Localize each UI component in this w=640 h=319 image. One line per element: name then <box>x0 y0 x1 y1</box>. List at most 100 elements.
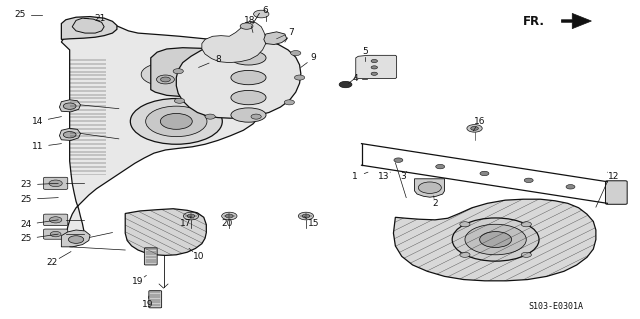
Circle shape <box>202 56 211 60</box>
Text: 25: 25 <box>20 234 32 243</box>
Circle shape <box>521 222 531 227</box>
FancyBboxPatch shape <box>44 214 68 226</box>
Circle shape <box>49 217 62 223</box>
Ellipse shape <box>231 90 266 105</box>
Circle shape <box>221 212 237 220</box>
Circle shape <box>173 69 183 74</box>
Circle shape <box>194 94 204 98</box>
Circle shape <box>294 75 305 80</box>
Circle shape <box>225 214 233 218</box>
Polygon shape <box>202 21 266 63</box>
Polygon shape <box>60 128 81 140</box>
Text: 20: 20 <box>221 219 233 227</box>
Text: 25: 25 <box>20 195 32 204</box>
Circle shape <box>371 66 378 69</box>
Circle shape <box>190 92 207 100</box>
Circle shape <box>260 39 271 44</box>
Circle shape <box>467 124 482 132</box>
Circle shape <box>465 224 526 255</box>
Circle shape <box>157 75 174 84</box>
Text: 4: 4 <box>352 74 358 83</box>
Polygon shape <box>176 39 301 118</box>
Text: 21: 21 <box>94 14 106 23</box>
Circle shape <box>205 114 215 119</box>
Circle shape <box>452 218 539 261</box>
Text: 19: 19 <box>132 277 144 286</box>
FancyBboxPatch shape <box>44 229 68 239</box>
Text: 25: 25 <box>14 11 26 19</box>
Text: 18: 18 <box>244 16 255 25</box>
Polygon shape <box>61 17 117 40</box>
Polygon shape <box>561 13 591 29</box>
Polygon shape <box>394 199 596 281</box>
Polygon shape <box>60 100 81 112</box>
Circle shape <box>371 59 378 63</box>
Circle shape <box>284 100 294 105</box>
Text: 16: 16 <box>474 117 485 126</box>
Circle shape <box>419 182 442 193</box>
FancyBboxPatch shape <box>605 181 627 204</box>
Circle shape <box>230 72 246 80</box>
Text: 15: 15 <box>308 219 319 227</box>
Text: 13: 13 <box>378 173 390 182</box>
Text: FR.: FR. <box>523 15 545 27</box>
Polygon shape <box>264 32 287 45</box>
Circle shape <box>141 63 186 85</box>
Text: 1: 1 <box>352 173 358 182</box>
Circle shape <box>436 164 445 169</box>
Circle shape <box>460 222 470 227</box>
Circle shape <box>49 180 62 187</box>
Circle shape <box>174 98 184 103</box>
Ellipse shape <box>231 108 266 122</box>
Text: 19: 19 <box>142 300 154 308</box>
Circle shape <box>240 23 253 29</box>
Ellipse shape <box>231 51 266 65</box>
Text: 14: 14 <box>32 117 44 126</box>
Text: 3: 3 <box>400 173 406 182</box>
Text: 24: 24 <box>20 220 32 229</box>
Circle shape <box>50 232 61 237</box>
Text: 12: 12 <box>608 173 620 182</box>
Circle shape <box>566 185 575 189</box>
Circle shape <box>480 171 489 176</box>
Polygon shape <box>356 55 397 78</box>
Text: 11: 11 <box>32 142 44 151</box>
Circle shape <box>460 252 470 257</box>
Circle shape <box>152 69 175 80</box>
Circle shape <box>339 81 352 88</box>
Polygon shape <box>61 21 261 246</box>
Polygon shape <box>72 18 104 33</box>
Circle shape <box>63 103 76 109</box>
Circle shape <box>234 74 243 78</box>
Ellipse shape <box>231 70 266 85</box>
Text: 5: 5 <box>362 47 367 56</box>
Circle shape <box>521 252 531 257</box>
Polygon shape <box>125 209 206 256</box>
Text: 17: 17 <box>180 219 191 227</box>
Polygon shape <box>61 230 90 247</box>
Circle shape <box>298 212 314 220</box>
Circle shape <box>187 214 195 218</box>
FancyBboxPatch shape <box>149 291 162 308</box>
Circle shape <box>479 232 511 248</box>
Circle shape <box>524 178 533 182</box>
Circle shape <box>470 126 478 130</box>
Circle shape <box>214 40 224 45</box>
FancyBboxPatch shape <box>44 177 68 189</box>
Circle shape <box>394 158 403 162</box>
FancyBboxPatch shape <box>145 248 157 265</box>
Circle shape <box>161 114 192 129</box>
Circle shape <box>146 106 207 137</box>
Text: 2: 2 <box>432 199 438 208</box>
Polygon shape <box>415 179 445 197</box>
Text: 23: 23 <box>20 181 32 189</box>
Circle shape <box>68 236 84 243</box>
Text: 8: 8 <box>215 55 221 64</box>
Circle shape <box>253 10 269 18</box>
Text: 7: 7 <box>289 28 294 37</box>
Text: 6: 6 <box>263 6 269 15</box>
Circle shape <box>291 50 301 56</box>
Circle shape <box>371 72 378 75</box>
Text: 22: 22 <box>46 258 58 267</box>
Circle shape <box>183 212 198 220</box>
